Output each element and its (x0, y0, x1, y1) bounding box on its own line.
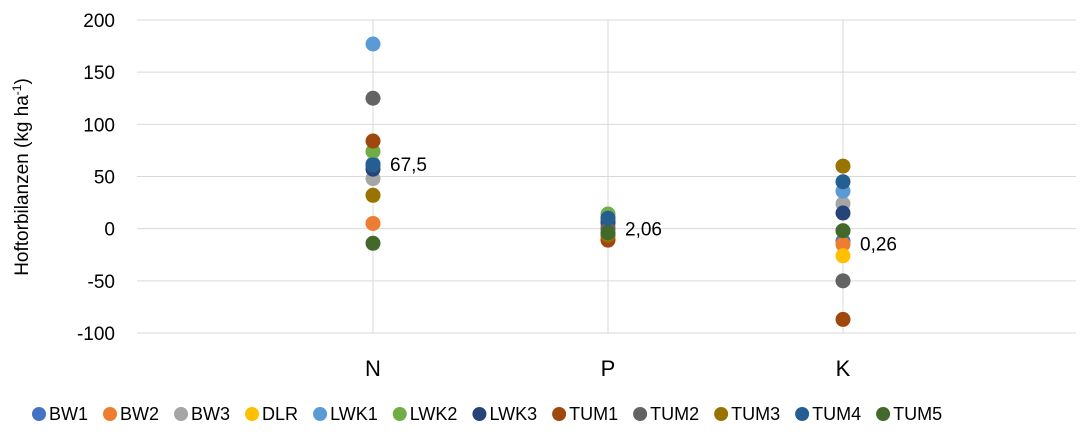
x-tick-label: P (601, 356, 616, 381)
data-point (365, 90, 381, 106)
legend-marker (633, 407, 648, 421)
y-tick-label: 100 (83, 115, 115, 136)
legend-item: DLR (245, 404, 298, 424)
data-point (835, 273, 851, 289)
legend-marker (472, 407, 487, 421)
y-tick-label: -50 (88, 272, 115, 293)
legend-label: TUM5 (893, 404, 942, 424)
legend-item: BW3 (174, 404, 230, 424)
y-tick-label: -100 (77, 324, 115, 345)
y-axis-label: Hoftorbilanzen (kg ha-1) (10, 78, 33, 276)
legend-label: TUM4 (812, 404, 861, 424)
legend-label: TUM2 (650, 404, 699, 424)
legend-marker (245, 407, 260, 421)
legend-label: TUM3 (731, 404, 780, 424)
data-point (835, 236, 851, 252)
y-tick-label: 200 (83, 11, 115, 32)
legend-marker (552, 407, 567, 421)
legend-marker (103, 407, 118, 421)
y-tick-label: 0 (104, 220, 115, 241)
legend-label: DLR (262, 404, 298, 424)
legend-marker (795, 407, 810, 421)
legend-item: TUM3 (714, 404, 780, 424)
legend-marker (714, 407, 729, 421)
data-label: 67,5 (390, 155, 427, 176)
legend: BW1 BW2 BW3 DLR LWK1 LWK2 LWK3 TUM1 TUM2 TUM3 TUM4… (32, 404, 942, 424)
legend-marker (392, 407, 407, 421)
legend-marker (174, 407, 189, 421)
legend-item: TUM4 (795, 404, 861, 424)
data-point (365, 187, 381, 203)
y-tick-labels: -100 -50 0 50 100 150 200 (77, 11, 115, 345)
legend-item: LWK3 (472, 404, 537, 424)
data-point (835, 205, 851, 221)
legend-marker (313, 407, 328, 421)
data-point (835, 223, 851, 239)
data-point (835, 311, 851, 327)
y-tick-label: 50 (94, 168, 115, 189)
data-label: 2,06 (625, 220, 662, 241)
data-points (365, 36, 851, 327)
legend-item: BW1 (32, 404, 88, 424)
data-point (365, 235, 381, 251)
legend-item: BW2 (103, 404, 159, 424)
data-point (835, 174, 851, 190)
annotations: 67,5 2,06 0,26 (390, 155, 897, 255)
legend-item: LWK2 (392, 404, 458, 424)
legend-item: TUM5 (876, 404, 942, 424)
data-point (365, 215, 381, 231)
x-tick-label: K (836, 356, 851, 381)
legend-label: BW2 (120, 404, 159, 424)
data-label: 0,26 (860, 234, 897, 255)
legend-label: LWK2 (410, 404, 458, 424)
legend-label: BW3 (191, 404, 230, 424)
legend-marker (32, 407, 46, 421)
x-tick-label: N (365, 356, 381, 381)
legend-label: LWK1 (330, 404, 378, 424)
grid (137, 19, 1076, 334)
data-point (365, 36, 381, 52)
legend-label: LWK3 (489, 404, 537, 424)
legend-item: LWK1 (313, 404, 378, 424)
data-point (835, 158, 851, 174)
data-point (365, 133, 381, 149)
data-point (600, 210, 616, 226)
legend-item: TUM2 (633, 404, 699, 424)
legend-marker (876, 407, 891, 421)
data-point (365, 143, 381, 159)
data-point (600, 225, 616, 241)
legend-item: TUM1 (552, 404, 618, 424)
data-point (835, 248, 851, 264)
y-tick-label: 150 (83, 63, 115, 84)
legend-label: BW1 (49, 404, 88, 424)
legend-label: TUM1 (569, 404, 618, 424)
data-point (365, 157, 381, 173)
